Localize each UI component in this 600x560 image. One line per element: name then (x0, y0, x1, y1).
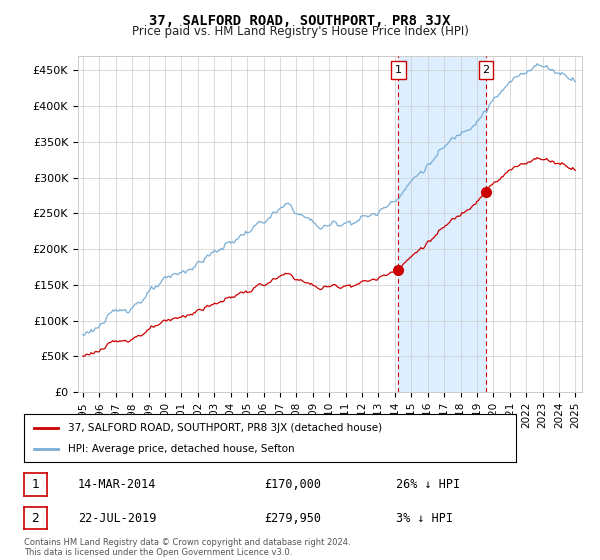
Text: 14-MAR-2014: 14-MAR-2014 (78, 478, 157, 491)
Text: 2: 2 (31, 511, 40, 525)
Text: 37, SALFORD ROAD, SOUTHPORT, PR8 3JX (detached house): 37, SALFORD ROAD, SOUTHPORT, PR8 3JX (de… (68, 423, 382, 433)
Text: 1: 1 (31, 478, 40, 491)
Text: 2: 2 (482, 66, 490, 75)
Text: £279,950: £279,950 (264, 511, 321, 525)
Bar (398, 56, 486, 392)
Text: £170,000: £170,000 (264, 478, 321, 491)
Text: HPI: Average price, detached house, Sefton: HPI: Average price, detached house, Seft… (68, 444, 295, 454)
Text: 3% ↓ HPI: 3% ↓ HPI (396, 511, 453, 525)
Text: 22-JUL-2019: 22-JUL-2019 (78, 511, 157, 525)
Text: 37, SALFORD ROAD, SOUTHPORT, PR8 3JX: 37, SALFORD ROAD, SOUTHPORT, PR8 3JX (149, 14, 451, 28)
Text: Contains HM Land Registry data © Crown copyright and database right 2024.
This d: Contains HM Land Registry data © Crown c… (24, 538, 350, 557)
Text: Price paid vs. HM Land Registry's House Price Index (HPI): Price paid vs. HM Land Registry's House … (131, 25, 469, 38)
Text: 1: 1 (395, 66, 402, 75)
Text: 26% ↓ HPI: 26% ↓ HPI (396, 478, 460, 491)
